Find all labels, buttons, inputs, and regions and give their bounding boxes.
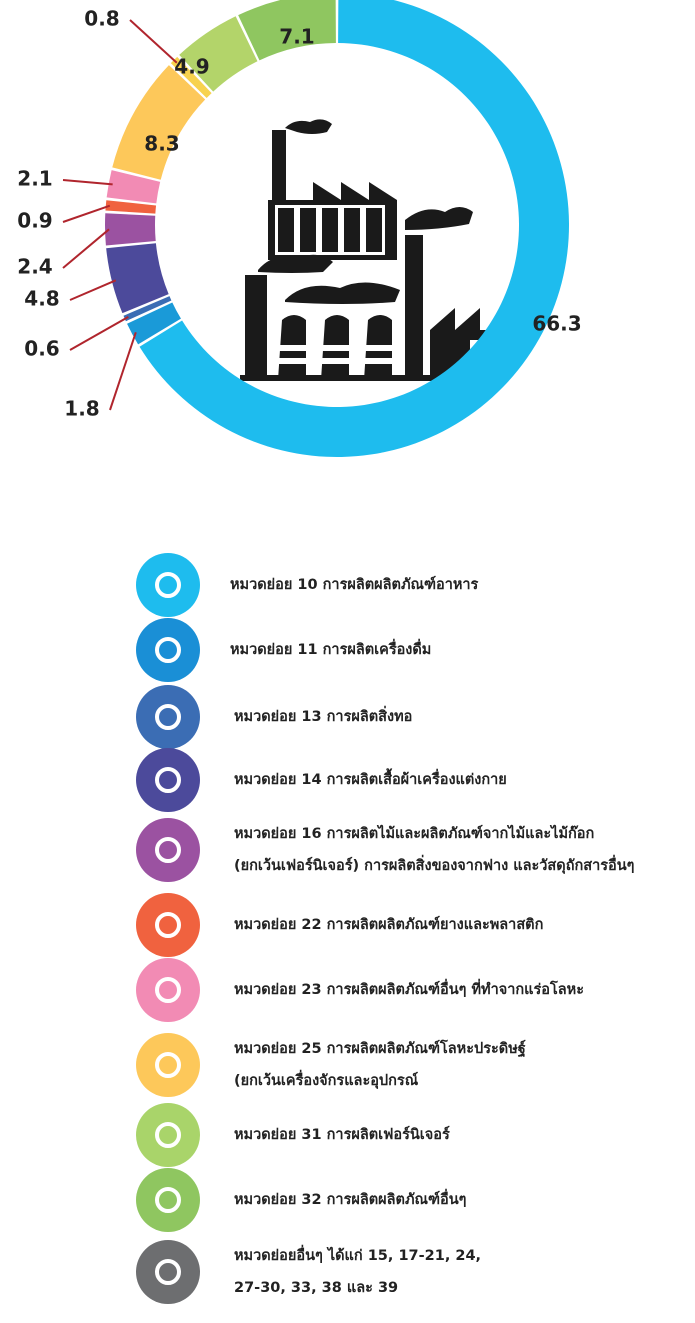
legend-glyph bbox=[155, 1187, 181, 1213]
data-label: 66.3 bbox=[532, 312, 581, 336]
donut-segment bbox=[104, 213, 156, 246]
legend-label: (ยกเว้นเฟอร์นิเจอร์) การผลิตสิ่งของจากฟา… bbox=[234, 854, 634, 874]
legend-icon bbox=[136, 893, 200, 957]
data-label: 0.8 bbox=[84, 7, 119, 31]
legend-glyph bbox=[155, 1052, 181, 1078]
legend-icon bbox=[136, 1240, 200, 1304]
legend-icon bbox=[136, 553, 200, 617]
data-label: 2.1 bbox=[17, 167, 52, 191]
leader-line bbox=[69, 279, 117, 301]
data-label: 8.3 bbox=[144, 132, 179, 156]
legend-label: หมวดย่อย 11 การผลิตเครื่องดื่ม bbox=[230, 638, 431, 658]
legend-glyph bbox=[155, 1122, 181, 1148]
legend-label: หมวดย่อย 23 การผลิตผลิตภัณฑ์อื่นๆ ที่ทำจ… bbox=[234, 978, 584, 998]
data-label: 0.9 bbox=[17, 209, 52, 233]
legend-label: หมวดย่อย 13 การผลิตสิ่งทอ bbox=[234, 705, 412, 725]
legend-glyph bbox=[155, 704, 181, 730]
legend-icon bbox=[136, 958, 200, 1022]
donut-segment bbox=[170, 56, 212, 98]
legend-icon bbox=[136, 1103, 200, 1167]
donut-segment bbox=[179, 16, 258, 92]
legend-icon bbox=[136, 818, 200, 882]
leader-line bbox=[62, 179, 113, 186]
data-label: 1.8 bbox=[64, 397, 99, 421]
legend-label: หมวดย่อย 10 การผลิตผลิตภัณฑ์อาหาร bbox=[230, 575, 479, 593]
leader-line bbox=[69, 315, 129, 351]
legend-label: หมวดย่อย 16 การผลิตไม้และผลิตภัณฑ์จากไม้… bbox=[234, 824, 594, 842]
donut-segment bbox=[105, 200, 157, 214]
donut-segment bbox=[106, 243, 169, 314]
legend-label: หมวดย่อย 14 การผลิตเสื้อผ้าเครื่องแต่งกา… bbox=[234, 768, 507, 788]
legend-icon bbox=[136, 1033, 200, 1097]
factory-icon bbox=[240, 119, 505, 381]
leader-line bbox=[62, 204, 111, 223]
legend-glyph bbox=[155, 912, 181, 938]
legend-label: หมวดย่อย 32 การผลิตผลิตภัณฑ์อื่นๆ bbox=[234, 1188, 466, 1208]
leader-line bbox=[129, 19, 178, 64]
legend-glyph bbox=[155, 977, 181, 1003]
legend-glyph bbox=[155, 1259, 181, 1285]
legend-label: หมวดย่อย 31 การผลิตเฟอร์นิเจอร์ bbox=[234, 1125, 450, 1143]
data-label: 4.8 bbox=[24, 287, 59, 311]
donut-segment bbox=[112, 65, 206, 180]
donut-segment bbox=[123, 296, 172, 322]
data-label: 7.1 bbox=[279, 25, 314, 49]
leader-line bbox=[109, 332, 137, 411]
legend-label: หมวดย่อย 22 การผลิตผลิตภัณฑ์ยางและพลาสติ… bbox=[234, 915, 543, 933]
legend-label: หมวดย่อย 25 การผลิตผลิตภัณฑ์โลหะประดิษฐ์ bbox=[234, 1039, 526, 1058]
donut-segment bbox=[238, 0, 336, 61]
legend-icon bbox=[136, 685, 200, 749]
legend-icon bbox=[136, 618, 200, 682]
donut-segment bbox=[106, 170, 161, 204]
legend-glyph bbox=[155, 837, 181, 863]
legend-glyph bbox=[155, 572, 181, 598]
legend-icon bbox=[136, 748, 200, 812]
legend-label: หมวดย่อยอื่นๆ ได้แก่ 15, 17-21, 24, bbox=[234, 1244, 481, 1264]
leader-line bbox=[62, 228, 110, 269]
legend-label: 27-30, 33, 38 และ 39 bbox=[234, 1280, 398, 1296]
legend-glyph bbox=[155, 637, 181, 663]
legend-label: (ยกเว้นเครื่องจักรและอุปกรณ์ bbox=[234, 1069, 419, 1089]
data-label: 2.4 bbox=[17, 255, 52, 279]
donut-segment bbox=[127, 302, 181, 345]
legend-glyph bbox=[155, 767, 181, 793]
legend-icon bbox=[136, 1168, 200, 1232]
data-label: 0.6 bbox=[24, 337, 59, 361]
data-label: 4.9 bbox=[174, 55, 209, 79]
